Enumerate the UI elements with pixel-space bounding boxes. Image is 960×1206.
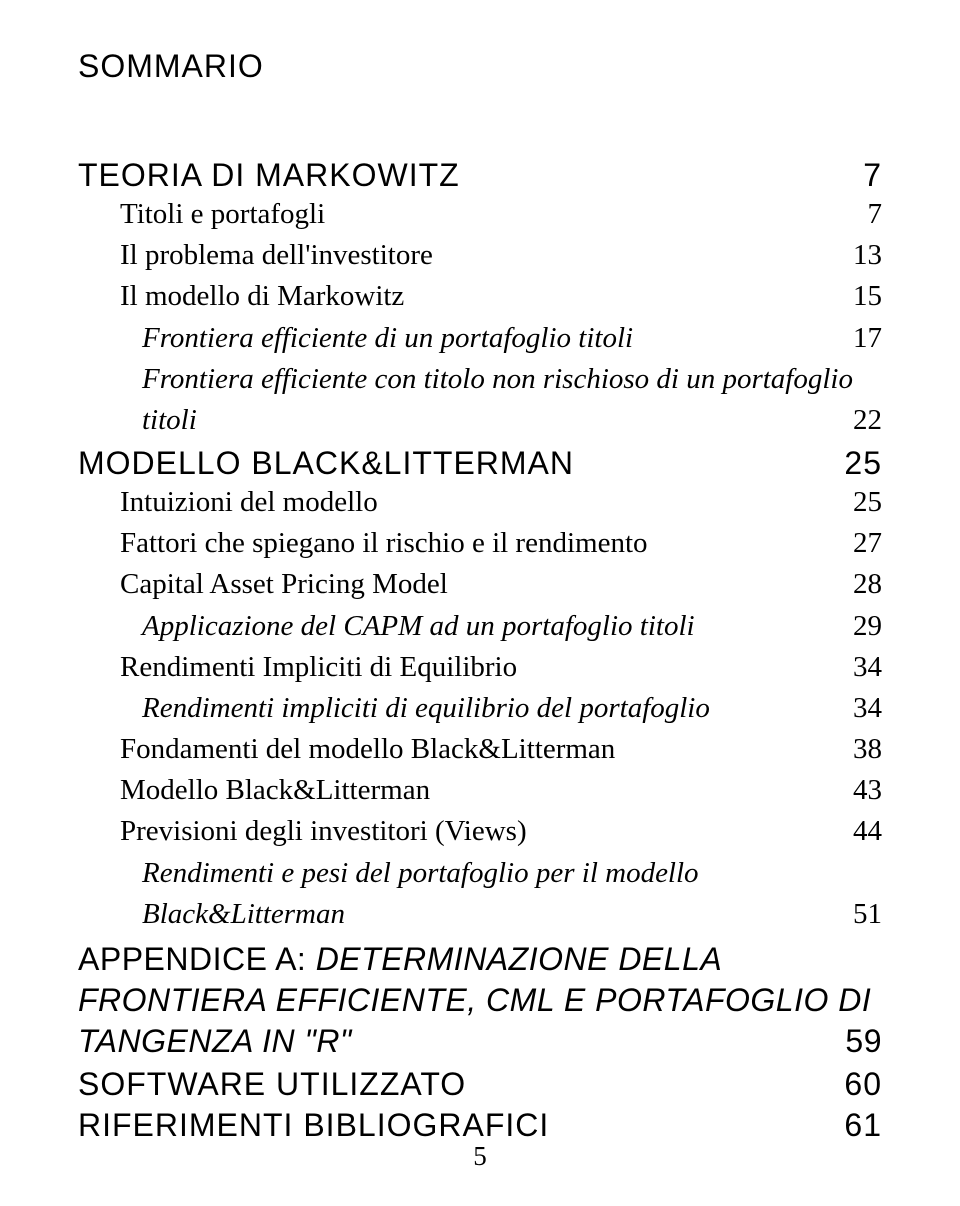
toc-entry: Frontiera efficiente di un portafoglio t… <box>78 318 882 359</box>
section-heading-italic: APPENDICE A: DETERMINAZIONE DELLA FRONTI… <box>78 939 882 1062</box>
toc-entry: Titoli e portafogli 7 <box>78 194 882 235</box>
section-page: 60 <box>844 1066 882 1103</box>
toc-page: 51 <box>853 894 882 935</box>
section-title: RIFERIMENTI BIBLIOGRAFICI <box>78 1107 549 1144</box>
toc-entry: Capital Asset Pricing Model 28 <box>78 564 882 605</box>
section-heading: TEORIA DI MARKOWITZ 7 <box>78 157 882 194</box>
toc-page: 34 <box>853 688 882 729</box>
section-title: SOFTWARE UTILIZZATO <box>78 1066 466 1103</box>
section-page: 59 <box>845 1021 882 1062</box>
toc-entry: Applicazione del CAPM ad un portafoglio … <box>78 606 882 647</box>
section-heading: SOFTWARE UTILIZZATO 60 <box>78 1066 882 1103</box>
toc-page: 29 <box>853 606 882 647</box>
section-title: APPENDICE A: <box>78 941 306 977</box>
toc-entry: Modello Black&Litterman 43 <box>78 770 882 811</box>
toc-page: 13 <box>853 235 882 276</box>
toc-entry: Rendimenti e pesi del portafoglio per il… <box>78 853 882 935</box>
toc-entry: Fattori che spiegano il rischio e il ren… <box>78 523 882 564</box>
toc-label-italic: Rendimenti e pesi del portafoglio per il… <box>78 853 882 894</box>
toc-entry: Il problema dell'investitore 13 <box>78 235 882 276</box>
toc-page: 43 <box>853 770 882 811</box>
toc-entry: Rendimenti impliciti di equilibrio del p… <box>78 688 882 729</box>
section-heading: MODELLO BLACK&LITTERMAN 25 <box>78 445 882 482</box>
toc-page: 22 <box>853 400 882 441</box>
toc-page: 7 <box>868 194 883 235</box>
toc-entry: Intuizioni del modello 25 <box>78 482 882 523</box>
toc-label-italic: Applicazione del CAPM ad un portafoglio … <box>78 606 695 647</box>
toc-label: Previsioni degli investitori (Views) <box>78 811 527 852</box>
toc-entry: Il modello di Markowitz 15 <box>78 276 882 317</box>
toc-label: Titoli e portafogli <box>78 194 325 235</box>
toc-label: Il problema dell'investitore <box>78 235 433 276</box>
toc-page: 15 <box>853 276 882 317</box>
toc-page: 38 <box>853 729 882 770</box>
toc-page: 17 <box>853 318 882 359</box>
toc-label: Intuizioni del modello <box>78 482 378 523</box>
toc-label-italic: Black&Litterman <box>142 894 345 935</box>
toc-entry: Rendimenti Impliciti di Equilibrio 34 <box>78 647 882 688</box>
page-number-footer: 5 <box>0 1141 960 1172</box>
section-title: MODELLO BLACK&LITTERMAN <box>78 445 574 482</box>
section-page: 25 <box>844 445 882 482</box>
toc-label: Rendimenti Impliciti di Equilibrio <box>78 647 517 688</box>
toc-page: 25 <box>853 482 882 523</box>
toc-page: 28 <box>853 564 882 605</box>
toc-label: Fattori che spiegano il rischio e il ren… <box>78 523 648 564</box>
toc-label: Fondamenti del modello Black&Litterman <box>78 729 615 770</box>
toc-entry: Frontiera efficiente con titolo non risc… <box>78 359 882 441</box>
toc-label-italic: Rendimenti impliciti di equilibrio del p… <box>78 688 710 729</box>
page-title: SOMMARIO <box>78 48 882 85</box>
section-page: 61 <box>844 1107 882 1144</box>
section-title-italic: TANGENZA IN "R" <box>78 1021 352 1062</box>
section-title-italic: FRONTIERA EFFICIENTE, CML E PORTAFOGLIO … <box>78 980 882 1021</box>
toc-label-italic: Frontiera efficiente con titolo non risc… <box>78 359 882 400</box>
toc-page: 44 <box>853 811 882 852</box>
toc-label: Modello Black&Litterman <box>78 770 430 811</box>
toc-label-italic: titoli <box>142 400 197 441</box>
section-title: TEORIA DI MARKOWITZ <box>78 157 460 194</box>
section-heading: RIFERIMENTI BIBLIOGRAFICI 61 <box>78 1107 882 1144</box>
toc-label-italic: Frontiera efficiente di un portafoglio t… <box>78 318 633 359</box>
section-title-italic: DETERMINAZIONE DELLA <box>306 941 722 977</box>
toc-entry: Previsioni degli investitori (Views) 44 <box>78 811 882 852</box>
toc-page: 27 <box>853 523 882 564</box>
toc-entry: Fondamenti del modello Black&Litterman 3… <box>78 729 882 770</box>
toc-label: Il modello di Markowitz <box>78 276 404 317</box>
toc-label: Capital Asset Pricing Model <box>78 564 448 605</box>
toc-page: 34 <box>853 647 882 688</box>
section-page: 7 <box>863 157 882 194</box>
